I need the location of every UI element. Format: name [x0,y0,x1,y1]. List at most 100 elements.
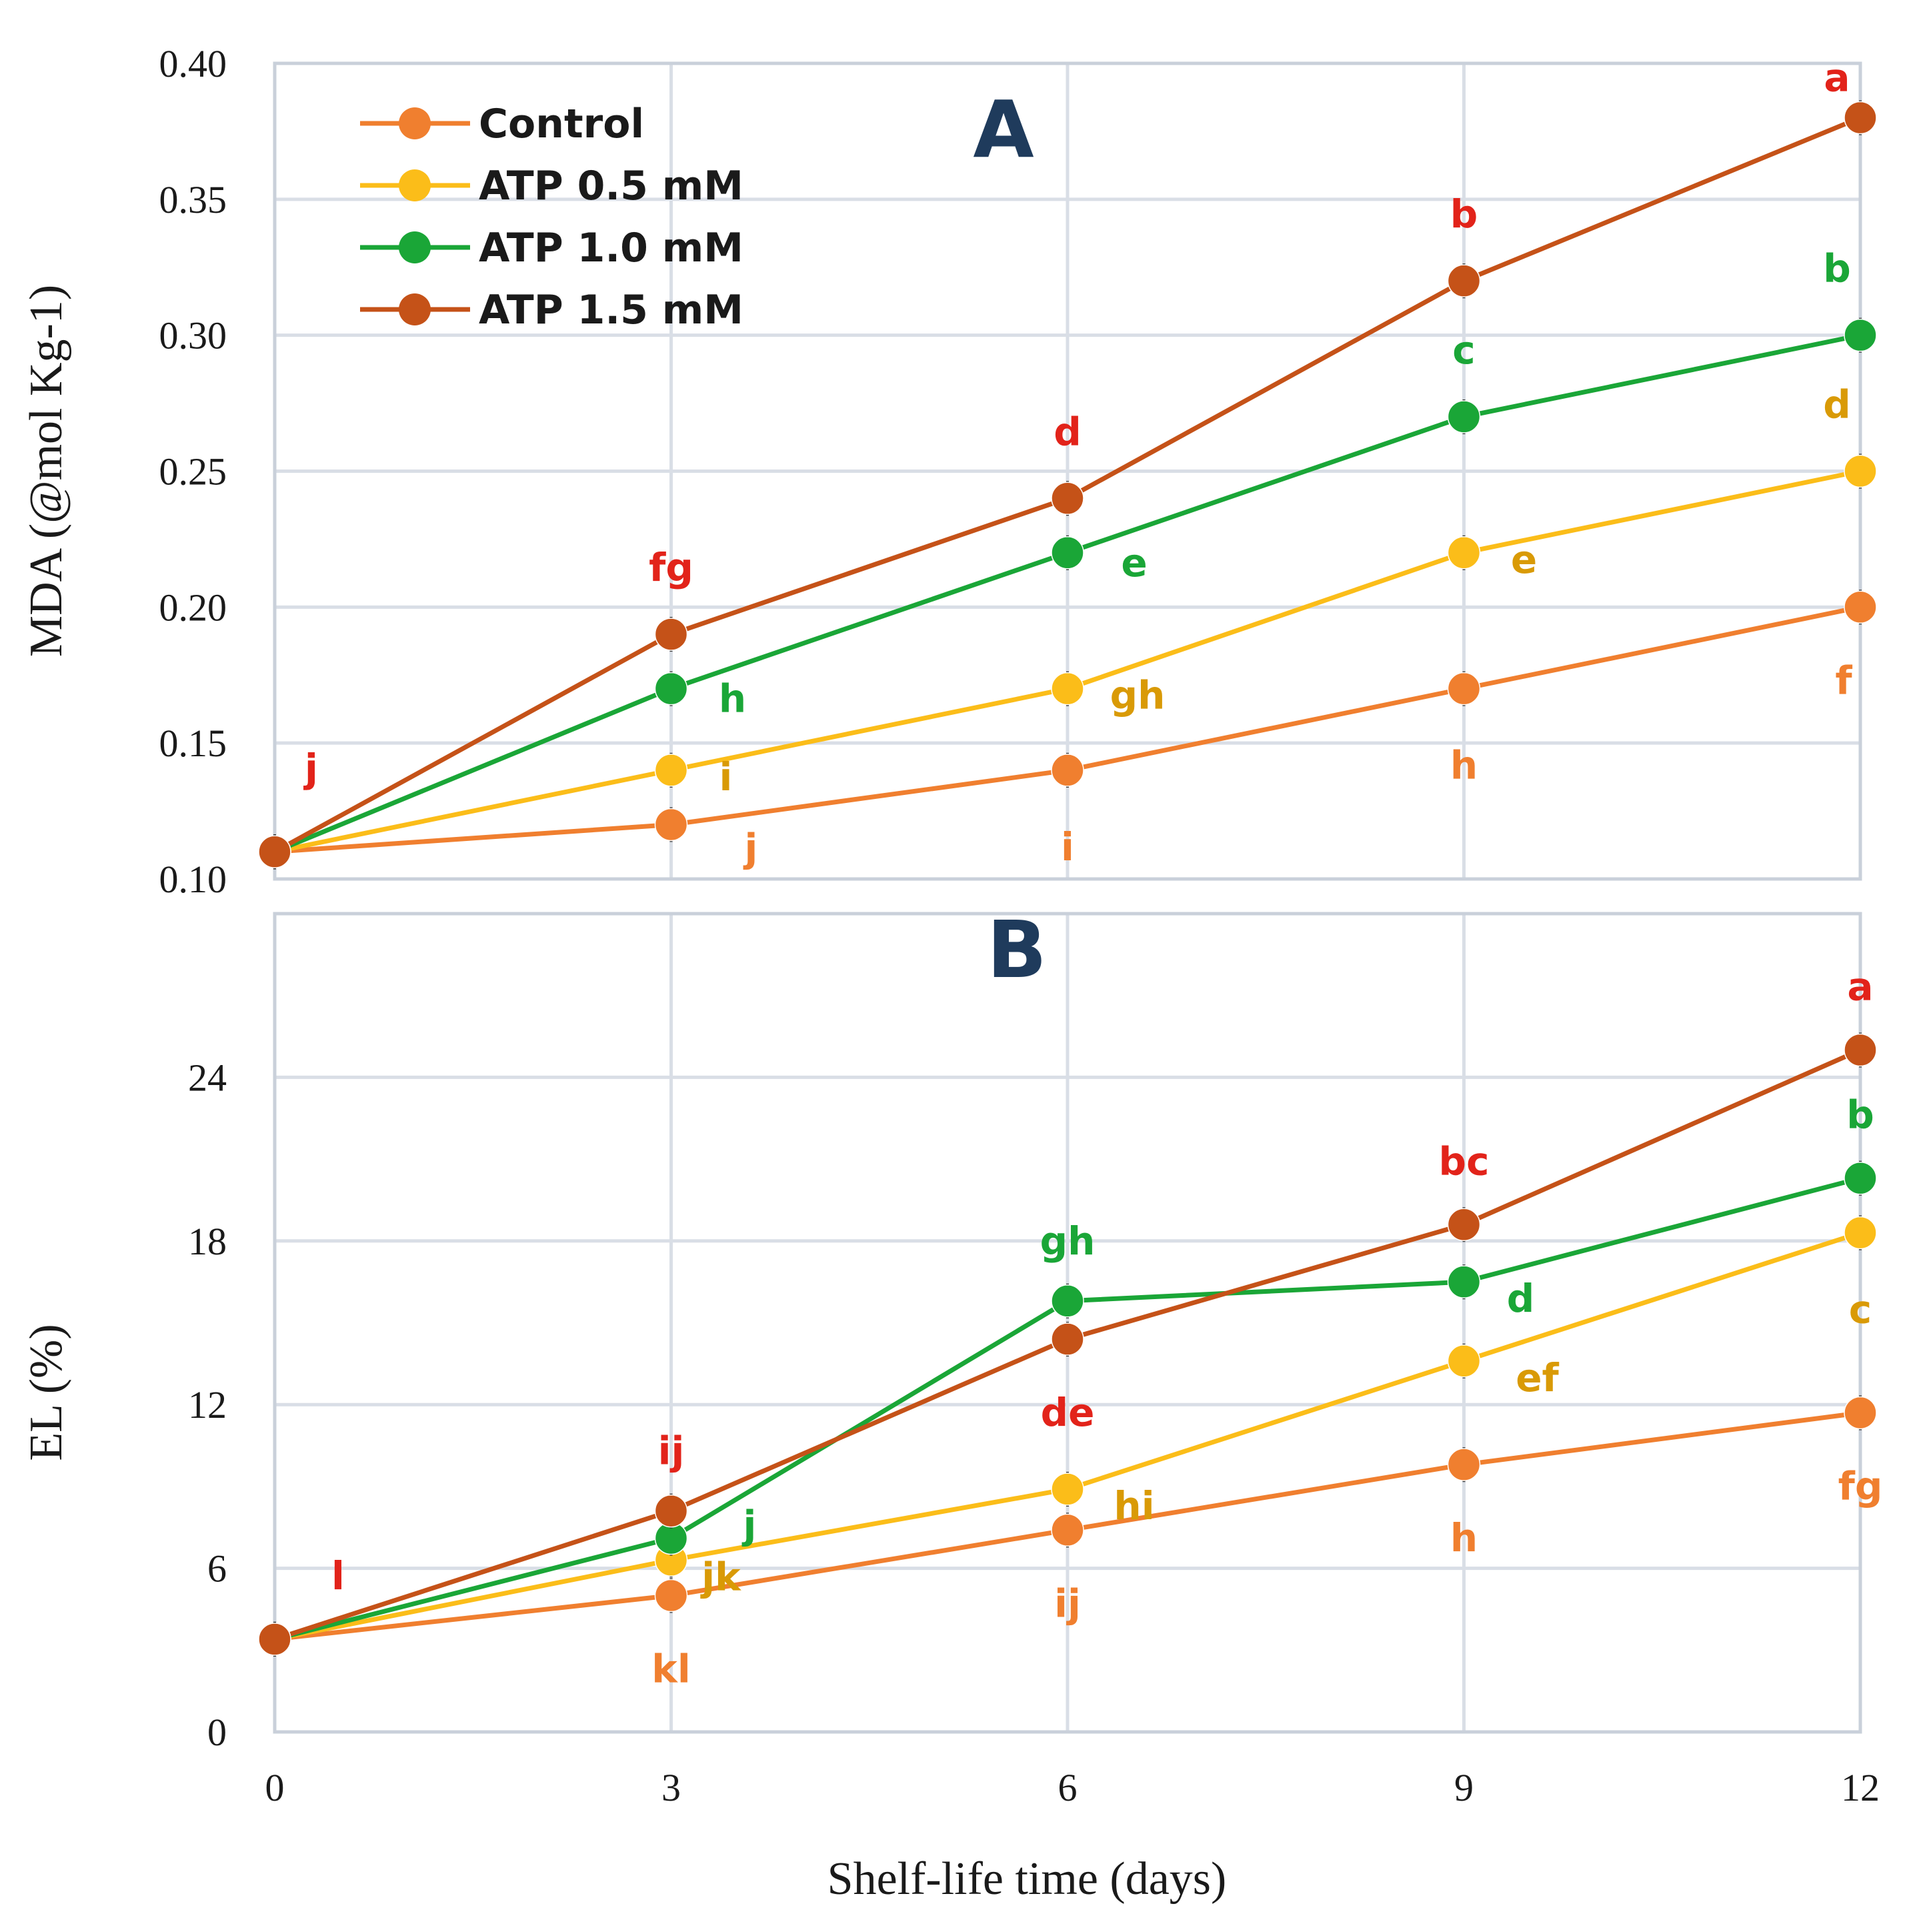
significance-letter: j [742,1503,757,1548]
data-point [1447,264,1481,297]
x-tick-label: 3 [661,1766,681,1809]
data-point [1844,101,1877,135]
significance-letter: e [1121,540,1147,586]
data-point [1844,1033,1877,1067]
data-point [1051,536,1084,570]
data-point [1844,590,1877,624]
data-point [1051,1284,1084,1318]
data-point [1844,1216,1877,1250]
data-point [1447,672,1481,706]
significance-letter: h [719,676,746,722]
legend-swatch-marker [399,107,431,139]
panel-letter: A [973,83,1034,175]
data-point [1447,536,1481,570]
data-point [1844,1161,1877,1195]
significance-letter: jk [700,1554,741,1599]
significance-letter: a [1824,55,1850,101]
legend-swatch-marker [399,169,431,201]
significance-letter: b [1823,246,1851,291]
x-tick-label: 9 [1454,1766,1474,1809]
y-tick-label: 0.10 [159,858,227,901]
x-axis-title: Shelf-life time (days) [827,1853,1227,1905]
legend-label: ATP 1.0 mM [479,225,743,271]
panel-a-chart: 0.10 0.15 0.20 0.25 0.30 0.35 0.40 MDA (@mol Kg… [21,42,1877,901]
significance-letter: d [1054,409,1082,454]
y-tick-label: 24 [188,1056,227,1099]
data-point [654,672,688,706]
data-point [1844,1396,1877,1430]
significance-letter: i [719,754,733,800]
y-tick-label: 6 [207,1547,227,1591]
panel-b-chart: 0 6 12 18 24 EL (%) Bkl ij h fg jk hi ef c j gh d b l ij de b… [21,904,1882,1754]
legend-swatch-marker [399,231,431,263]
legend-label: ATP 0.5 mM [479,163,743,209]
significance-letter: ef [1516,1355,1559,1400]
legend-swatch-marker [399,293,431,325]
y-tick-label: 0.35 [159,178,227,221]
x-tick-label: 0 [265,1766,285,1809]
y-tick-label: 0 [207,1711,227,1754]
significance-letter: d [1507,1276,1535,1321]
y-axis-title: EL (%) [21,1324,72,1461]
data-point [654,1579,688,1613]
significance-letter: d [1823,382,1851,427]
significance-letter: fg [649,545,693,590]
data-point [1447,400,1481,433]
data-point [654,808,688,842]
significance-letter: h [1450,743,1478,788]
legend: Control ATP 0.5 mM ATP 1.0 mM ATP 1.5 mM [360,101,743,333]
y-tick-label: 0.15 [159,722,227,765]
data-point [1051,754,1084,787]
plot-frame [273,912,1862,1734]
significance-letter: a [1847,964,1873,1010]
y-tick-label: 0.40 [159,42,227,85]
panel-letter: B [987,904,1047,996]
y-tick-label: 0.25 [159,450,227,494]
significance-letter: i [1061,824,1074,870]
significance-letter: c [1452,327,1475,373]
significance-letter: fg [1838,1463,1883,1509]
significance-letter: e [1511,537,1537,582]
significance-letter: j [303,746,318,791]
y-tick-label: 0.30 [159,314,227,357]
data-point [1844,318,1877,352]
data-point [1051,1322,1084,1356]
significance-letter: f [1835,658,1852,703]
significance-letter: gh [1110,673,1166,718]
significance-letter: b [1846,1092,1874,1138]
data-point [1447,1208,1481,1242]
data-point [1844,454,1877,488]
shared-x-axis: 0 3 6 9 12 [265,1766,1880,1809]
data-point [654,1494,688,1528]
data-point [654,754,688,787]
x-tick-label: 12 [1841,1766,1880,1809]
significance-letter: l [331,1553,345,1599]
significance-letter: j [743,825,758,870]
y-axis-title: MDA (@mol Kg-1) [21,285,72,657]
data-point [258,835,291,868]
significance-letter: bc [1439,1138,1490,1184]
data-point [258,1623,291,1656]
significance-letter: hi [1114,1483,1154,1529]
significance-letter: c [1849,1287,1872,1332]
data-point [1051,481,1084,516]
significance-letter: b [1450,191,1478,237]
y-tick-label: 0.20 [159,586,227,629]
y-tick-label: 12 [188,1383,227,1426]
significance-letter: gh [1040,1218,1096,1264]
significance-letter: ij [1054,1581,1081,1626]
significance-letter: de [1041,1390,1095,1435]
data-point [1447,1448,1481,1481]
x-tick-label: 6 [1058,1766,1078,1809]
significance-letter: j [303,746,318,791]
legend-label: ATP 1.5 mM [479,287,743,333]
data-point [1447,1265,1481,1298]
data-point [654,618,688,651]
data-point [1051,1513,1084,1547]
data-point [1051,672,1084,706]
data-point [1447,1344,1481,1378]
significance-letter: kl [651,1647,690,1692]
data-point [1051,1473,1084,1506]
significance-letter: h [1450,1515,1478,1561]
